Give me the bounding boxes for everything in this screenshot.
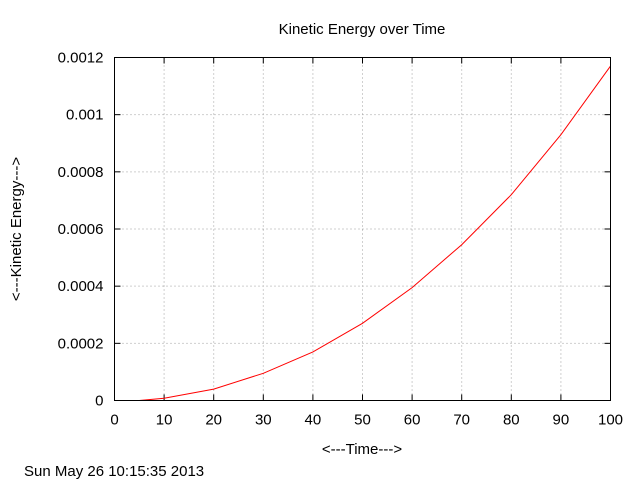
x-tick-label: 40 xyxy=(305,412,322,429)
y-tick-label: 0.0004 xyxy=(58,278,104,295)
x-tick-label: 100 xyxy=(598,412,623,429)
kinetic-energy-line xyxy=(139,65,611,401)
x-axis-label: <---Time---> xyxy=(322,441,403,458)
y-tick-label: 0.001 xyxy=(66,107,104,124)
series-layer xyxy=(139,65,611,401)
x-tick-label: 10 xyxy=(156,412,173,429)
x-tick-label: 60 xyxy=(404,412,421,429)
chart-title: Kinetic Energy over Time xyxy=(279,21,446,38)
y-tick-label: 0 xyxy=(95,393,103,410)
x-tick-label: 50 xyxy=(354,412,371,429)
x-tick-label: 20 xyxy=(205,412,222,429)
plot-frame xyxy=(114,57,611,401)
y-axis-label: <---Kinetic Energy---> xyxy=(8,157,25,301)
y-tick-label: 0.0008 xyxy=(58,164,104,181)
timestamp: Sun May 26 10:15:35 2013 xyxy=(24,463,204,480)
y-tick-label: 0.0006 xyxy=(58,221,104,238)
x-tick-label: 30 xyxy=(255,412,272,429)
y-tick-label: 0.0002 xyxy=(58,335,104,352)
x-tick-label: 0 xyxy=(110,412,118,429)
y-tick-label: 0.0012 xyxy=(58,50,104,67)
x-tick-label: 80 xyxy=(503,412,520,429)
grid xyxy=(114,57,611,401)
x-tick-label: 90 xyxy=(553,412,570,429)
x-tick-label: 70 xyxy=(453,412,470,429)
axis-ticks: 0 10 20 30 40 50 60 70 80 90 100 0 0.0002 0.0004 0.000… xyxy=(58,50,623,429)
